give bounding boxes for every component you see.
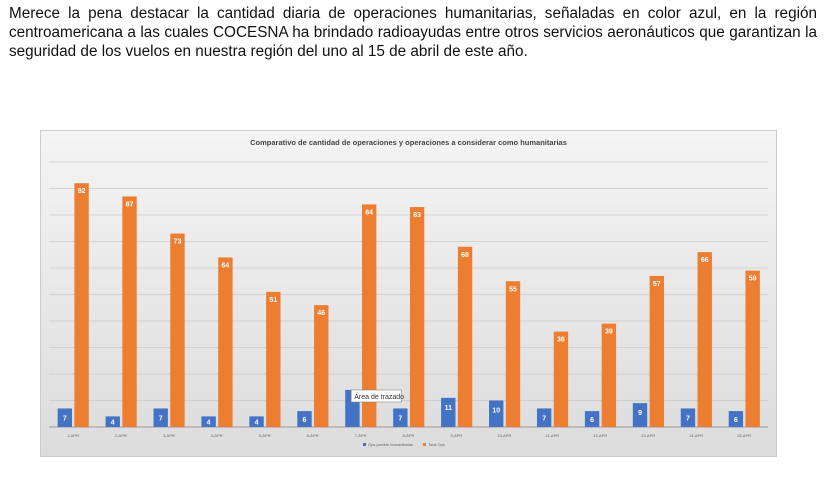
bar-total bbox=[218, 257, 233, 427]
bar-total bbox=[457, 246, 473, 427]
tooltip-box bbox=[350, 389, 402, 403]
x-tick-label: 2-APR bbox=[115, 433, 127, 438]
x-tick-label: 15-APR bbox=[737, 433, 751, 438]
bar-humanitarian bbox=[249, 416, 264, 427]
x-tick-label: 11-APR bbox=[545, 433, 559, 438]
data-label: 4 bbox=[111, 420, 115, 427]
data-label: 64 bbox=[221, 262, 229, 269]
data-label: 7 bbox=[542, 415, 546, 422]
bar-total bbox=[649, 275, 664, 427]
bar-humanitarian bbox=[393, 408, 408, 427]
bar-total bbox=[553, 331, 569, 427]
x-tick-label: 14-APR bbox=[689, 433, 703, 438]
data-label: 39 bbox=[605, 329, 613, 336]
x-tick-label: 12-APR bbox=[593, 433, 607, 438]
x-tick-label: 9-APR bbox=[451, 433, 463, 438]
legend-label: Total Ops bbox=[428, 442, 445, 447]
data-label: 59 bbox=[749, 276, 757, 283]
intro-paragraph: Merece la pena destacar la cantidad diar… bbox=[9, 5, 817, 60]
data-label: 57 bbox=[653, 281, 661, 288]
data-label: 4 bbox=[255, 420, 259, 427]
x-tick-label: 8-APR bbox=[403, 433, 415, 438]
data-label: 84 bbox=[365, 209, 373, 216]
data-label: 7 bbox=[686, 415, 690, 422]
bar-total bbox=[409, 207, 425, 427]
data-label: 55 bbox=[509, 286, 517, 293]
bar-humanitarian bbox=[297, 411, 312, 427]
bar-total bbox=[362, 204, 377, 427]
data-label: 9 bbox=[638, 410, 642, 417]
x-tick-label: 5-APR bbox=[259, 433, 271, 438]
bar-total bbox=[314, 305, 329, 427]
legend-swatch bbox=[423, 443, 426, 446]
bar-humanitarian bbox=[201, 416, 216, 427]
bar-total bbox=[745, 270, 760, 427]
bar-humanitarian bbox=[680, 408, 696, 427]
bar-humanitarian bbox=[536, 408, 552, 427]
data-label: 87 bbox=[126, 201, 134, 208]
chart-svg: 7921-APR4872-APR7733-APR4644-APR4515-APR… bbox=[49, 161, 768, 447]
data-label: 7 bbox=[159, 415, 163, 422]
bar-humanitarian bbox=[105, 416, 120, 427]
bar-total bbox=[505, 281, 521, 427]
data-label: 7 bbox=[63, 415, 67, 422]
bar-total bbox=[266, 291, 281, 427]
data-label: 46 bbox=[317, 310, 325, 317]
bar-humanitarian bbox=[489, 400, 504, 427]
bar-humanitarian bbox=[441, 397, 456, 427]
bar-chart: Comparativo de cantidad de operaciones y… bbox=[40, 130, 777, 457]
data-label: 51 bbox=[269, 297, 277, 304]
data-label: 66 bbox=[701, 257, 709, 264]
bar-total bbox=[74, 183, 89, 427]
data-label: 68 bbox=[461, 252, 469, 259]
bar-total bbox=[697, 252, 712, 427]
bar-humanitarian bbox=[153, 408, 168, 427]
x-tick-label: 7-APR bbox=[355, 433, 367, 438]
bar-humanitarian bbox=[632, 403, 648, 427]
legend-label: Ops posible humanitarias bbox=[368, 442, 413, 447]
x-tick-label: 4-APR bbox=[211, 433, 223, 438]
x-tick-label: 3-APR bbox=[163, 433, 175, 438]
data-label: 4 bbox=[207, 420, 211, 427]
data-label: 6 bbox=[734, 417, 738, 424]
x-tick-label: 6-APR bbox=[307, 433, 319, 438]
bar-total bbox=[122, 196, 137, 427]
data-label: 7 bbox=[398, 415, 402, 422]
bar-humanitarian bbox=[728, 411, 744, 427]
data-label: 11 bbox=[445, 405, 453, 412]
data-label: 10 bbox=[492, 408, 500, 415]
x-tick-label: 13-APR bbox=[641, 433, 655, 438]
data-label: 36 bbox=[557, 337, 565, 344]
chart-title: Comparativo de cantidad de operaciones y… bbox=[250, 138, 567, 147]
x-tick-label: 1-APR bbox=[67, 433, 79, 438]
data-label: 83 bbox=[413, 212, 421, 219]
legend-swatch bbox=[363, 443, 366, 446]
data-label: 73 bbox=[174, 239, 182, 246]
data-label: 92 bbox=[78, 188, 86, 195]
bar-humanitarian bbox=[57, 408, 73, 427]
tooltip: Área de trazado bbox=[354, 392, 404, 401]
data-label: 6 bbox=[303, 417, 307, 424]
bar-humanitarian bbox=[584, 411, 600, 427]
x-tick-label: 10-APR bbox=[497, 433, 511, 438]
bar-total bbox=[601, 323, 617, 427]
bar-total bbox=[170, 233, 185, 427]
data-label: 6 bbox=[590, 417, 594, 424]
